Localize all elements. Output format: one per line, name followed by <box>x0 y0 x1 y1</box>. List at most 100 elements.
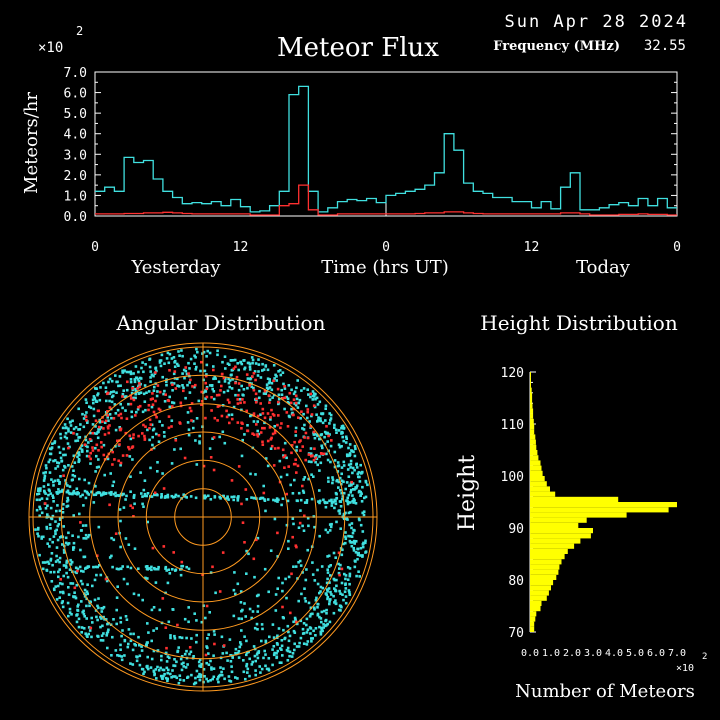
meteor-echo-dot <box>92 432 96 435</box>
meteor-echo-dot <box>239 601 243 604</box>
meteor-echo-dot <box>354 447 357 451</box>
meteor-echo-dot <box>129 490 132 493</box>
meteor-echo-dot <box>301 627 305 631</box>
meteor-echo-dot <box>104 618 108 621</box>
meteor-echo-dot <box>109 493 113 496</box>
meteor-echo-dot <box>166 493 170 497</box>
meteor-echo-dot <box>80 448 84 452</box>
meteor-echo-dot <box>346 502 350 506</box>
meteor-echo-dot <box>320 444 323 448</box>
meteor-echo-dot <box>151 546 155 550</box>
meteor-echo-dot <box>222 390 226 394</box>
meteor-echo-dot <box>67 427 70 430</box>
meteor-echo-dot <box>270 388 274 392</box>
meteor-echo-dot <box>299 509 302 512</box>
meteor-echo-dot <box>339 489 342 492</box>
meteor-echo-dot <box>162 392 165 396</box>
meteor-echo-dot <box>54 585 57 588</box>
meteor-echo-dot <box>152 410 156 414</box>
meteor-echo-dot <box>333 423 336 427</box>
meteor-echo-dot <box>298 440 301 444</box>
meteor-echo-dot <box>350 449 353 452</box>
meteor-echo-dot <box>236 677 239 680</box>
meteor-echo-dot <box>244 615 247 618</box>
meteor-echo-dot <box>348 593 352 596</box>
meteor-echo-dot <box>126 582 129 586</box>
meteor-echo-dot <box>132 632 135 636</box>
meteor-echo-dot <box>165 357 169 360</box>
meteor-echo-dot <box>133 378 137 381</box>
meteor-echo-dot <box>190 419 193 422</box>
meteor-echo-dot <box>293 440 296 444</box>
meteor-echo-dot <box>101 492 105 496</box>
meteor-echo-dot <box>293 642 296 646</box>
height-histogram-bar <box>530 590 549 596</box>
meteor-echo-dot <box>147 567 150 570</box>
meteor-echo-dot <box>100 607 103 610</box>
meteor-echo-dot <box>64 453 67 457</box>
meteor-echo-dot <box>130 391 134 395</box>
meteor-echo-dot <box>186 663 189 666</box>
meteor-echo-dot <box>145 391 148 394</box>
meteor-echo-dot <box>72 469 75 472</box>
meteor-echo-dot <box>87 632 90 636</box>
meteor-echo-dot <box>342 480 345 484</box>
meteor-echo-dot <box>352 539 356 543</box>
height-histogram-bar <box>530 418 534 424</box>
meteor-echo-dot <box>325 452 328 456</box>
meteor-echo-dot <box>67 593 71 596</box>
meteor-echo-dot <box>194 496 198 500</box>
meteor-echo-dot <box>160 493 163 496</box>
meteor-echo-dot <box>140 645 143 648</box>
meteor-echo-dot <box>311 637 314 640</box>
meteor-echo-dot <box>91 584 94 588</box>
meteor-echo-dot <box>131 387 134 390</box>
meteor-echo-dot <box>347 493 351 497</box>
meteor-echo-dot <box>219 673 222 677</box>
meteor-echo-dot <box>257 650 261 653</box>
meteor-echo-dot <box>306 410 309 414</box>
meteor-echo-dot <box>153 385 156 389</box>
meteor-echo-dot <box>107 380 110 384</box>
meteor-echo-dot <box>213 642 216 646</box>
meteor-echo-dot <box>318 615 321 619</box>
meteor-echo-dot <box>122 577 126 581</box>
meteor-echo-dot <box>276 587 279 590</box>
meteor-echo-dot <box>142 505 145 508</box>
meteor-echo-dot <box>48 471 52 474</box>
meteor-echo-dot <box>73 591 76 594</box>
meteor-echo-dot <box>256 656 260 660</box>
meteor-echo-dot <box>258 389 261 393</box>
meteor-echo-dot <box>137 434 140 438</box>
meteor-echo-dot <box>146 492 150 495</box>
meteor-echo-dot <box>230 495 233 499</box>
meteor-echo-dot <box>350 544 354 548</box>
meteor-echo-dot <box>167 361 171 365</box>
meteor-echo-dot <box>356 553 360 557</box>
meteor-echo-dot <box>108 377 112 381</box>
meteor-echo-dot <box>149 466 152 470</box>
meteor-echo-dot <box>169 634 172 637</box>
meteor-echo-dot <box>288 391 292 395</box>
meteor-echo-dot <box>105 634 108 637</box>
meteor-echo-dot <box>269 447 273 450</box>
meteor-echo-dot <box>309 632 312 635</box>
meteor-echo-dot <box>281 371 285 374</box>
meteor-echo-dot <box>314 456 317 460</box>
meteor-echo-dot <box>45 527 49 530</box>
meteor-echo-dot <box>298 641 301 645</box>
meteor-echo-dot <box>266 498 270 501</box>
meteor-echo-dot <box>46 542 49 545</box>
meteor-echo-dot <box>102 427 105 430</box>
meteor-echo-dot <box>312 629 315 633</box>
meteor-echo-dot <box>299 636 303 640</box>
meteor-echo-dot <box>67 614 70 618</box>
meteor-echo-dot <box>47 562 51 565</box>
meteor-echo-dot <box>107 628 110 632</box>
meteor-echo-dot <box>288 654 291 658</box>
meteor-echo-dot <box>200 403 203 406</box>
height-histogram-bar <box>530 460 541 466</box>
meteor-echo-dot <box>205 395 209 399</box>
meteor-echo-dot <box>80 600 83 603</box>
meteor-echo-dot <box>154 367 157 370</box>
